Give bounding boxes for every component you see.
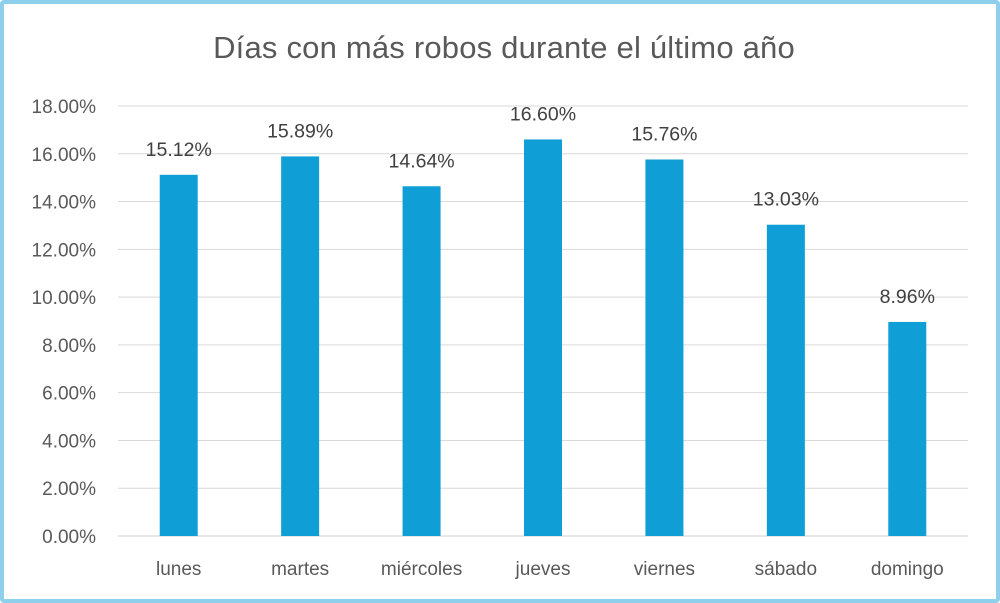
x-tick-label-lunes: lunes xyxy=(156,559,201,580)
y-tick-label: 8.00% xyxy=(42,336,96,357)
x-tick-label-martes: martes xyxy=(271,559,329,580)
data-label-miércoles: 14.64% xyxy=(389,150,455,172)
bar-sábado xyxy=(766,224,805,536)
x-tick-label-jueves: jueves xyxy=(515,559,571,580)
data-label-domingo: 8.96% xyxy=(880,286,935,308)
y-tick-label: 0.00% xyxy=(42,527,96,548)
data-label-lunes: 15.12% xyxy=(146,139,212,161)
chart-title: Días con más robos durante el último año xyxy=(213,30,795,65)
y-tick-label: 2.00% xyxy=(42,479,96,500)
data-label-martes: 15.89% xyxy=(267,120,333,142)
y-tick-label: 6.00% xyxy=(42,384,96,405)
bars xyxy=(159,139,927,537)
y-tick-label: 12.00% xyxy=(32,240,97,261)
x-tick-label-domingo: domingo xyxy=(871,559,944,580)
bar-miércoles xyxy=(402,186,441,536)
data-label-jueves: 16.60% xyxy=(510,103,576,125)
bar-martes xyxy=(281,156,320,536)
y-tick-label: 4.00% xyxy=(42,431,96,452)
y-tick-label: 18.00% xyxy=(32,97,97,118)
x-tick-label-miércoles: miércoles xyxy=(381,559,462,580)
bar-domingo xyxy=(888,321,927,536)
data-labels: 15.12% 15.89% 14.64% 16.60% 15.76% 13.03% 8.96… xyxy=(146,103,935,308)
data-label-sábado: 13.03% xyxy=(753,189,819,211)
y-tick-label: 10.00% xyxy=(32,288,97,309)
bar-jueves xyxy=(524,139,562,536)
data-label-viernes: 15.76% xyxy=(631,124,697,146)
y-tick-label: 14.00% xyxy=(32,193,97,214)
x-tick-label-sábado: sábado xyxy=(755,559,817,580)
x-tick-label-viernes: viernes xyxy=(634,559,695,580)
bar-lunes xyxy=(159,174,198,537)
y-axis-tick-labels: 0.00% 2.00% 4.00% 6.00% 8.00% 10.00% 12.00% 14.… xyxy=(32,97,97,548)
y-tick-label: 16.00% xyxy=(32,145,97,166)
x-axis-tick-labels: lunes martes miércoles jueves viernes sábado d… xyxy=(156,559,944,580)
bar-viernes xyxy=(645,159,684,536)
